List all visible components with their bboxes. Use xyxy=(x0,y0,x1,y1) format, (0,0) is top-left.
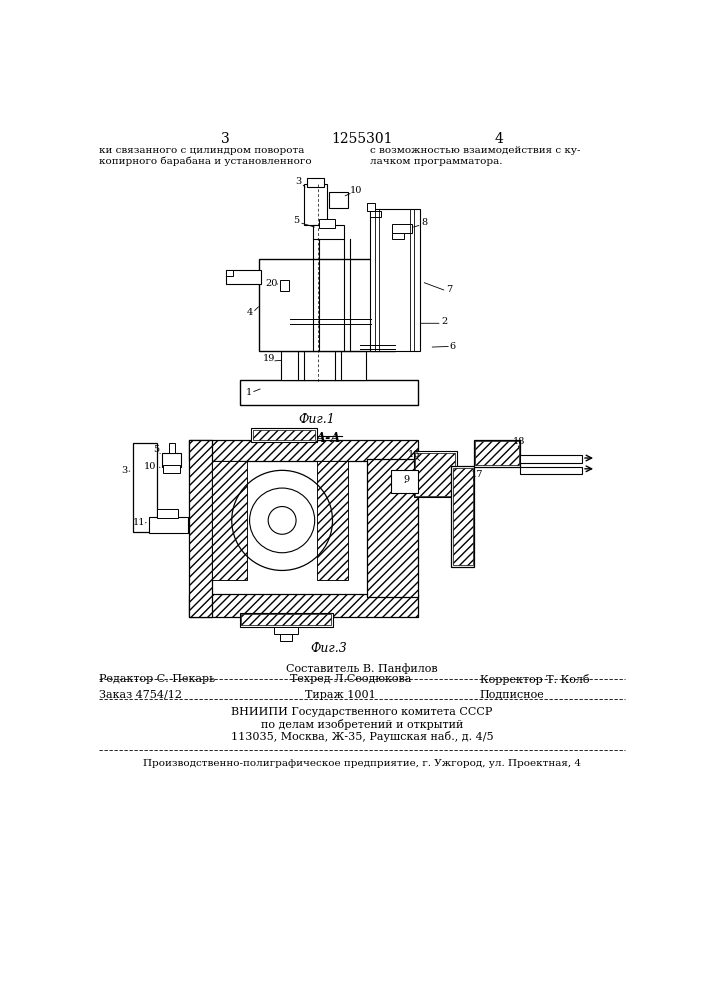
Bar xyxy=(475,441,518,465)
Bar xyxy=(169,443,175,453)
Bar xyxy=(189,594,418,617)
Bar xyxy=(368,203,375,211)
Text: Подписное: Подписное xyxy=(480,690,544,700)
Bar xyxy=(274,627,298,634)
Text: Тираж 1001: Тираж 1001 xyxy=(305,690,376,700)
Text: 6: 6 xyxy=(450,342,456,351)
Bar xyxy=(307,178,324,187)
Bar xyxy=(317,461,348,580)
Bar xyxy=(313,225,344,239)
Text: 1255301: 1255301 xyxy=(331,132,392,146)
Text: 17: 17 xyxy=(471,470,484,479)
Text: Фиг.1: Фиг.1 xyxy=(298,413,335,426)
Text: копирного барабана и установленного: копирного барабана и установленного xyxy=(99,157,312,166)
Text: Фиг.3: Фиг.3 xyxy=(310,642,347,655)
Bar xyxy=(240,613,332,627)
Bar xyxy=(414,451,457,497)
Bar xyxy=(452,468,473,565)
Text: Производственно-полиграфическое предприятие, г. Ужгород, ул. Проектная, 4: Производственно-полиграфическое предприя… xyxy=(143,759,581,768)
Text: А-А: А-А xyxy=(316,432,341,445)
Text: 10: 10 xyxy=(144,462,156,471)
Circle shape xyxy=(268,507,296,534)
Bar xyxy=(368,459,418,597)
Bar xyxy=(132,443,158,532)
Bar xyxy=(212,461,247,580)
Text: 10: 10 xyxy=(349,186,362,195)
Text: ВНИИПИ Государственного комитета СССР: ВНИИПИ Государственного комитета СССР xyxy=(231,707,493,717)
Text: 4: 4 xyxy=(247,308,252,317)
Text: лачком программатора.: лачком программатора. xyxy=(370,157,502,166)
Text: 3: 3 xyxy=(296,177,301,186)
Bar xyxy=(252,430,315,440)
Bar xyxy=(189,440,212,617)
Bar xyxy=(520,466,582,474)
Text: 3: 3 xyxy=(221,132,230,146)
Text: Техред Л.Сеодюкова: Техред Л.Сеодюкова xyxy=(290,674,411,684)
Text: Редактор С. Пекарь: Редактор С. Пекарь xyxy=(99,674,216,684)
Bar xyxy=(317,461,348,580)
Text: 1: 1 xyxy=(245,388,252,397)
Text: 2: 2 xyxy=(442,317,448,326)
Bar xyxy=(226,270,233,276)
Bar xyxy=(162,453,182,466)
Bar xyxy=(189,440,418,461)
Bar xyxy=(368,459,418,597)
Bar xyxy=(304,184,327,225)
Text: 11: 11 xyxy=(132,518,145,527)
Text: с возможностью взаимодействия с ку-: с возможностью взаимодействия с ку- xyxy=(370,146,580,155)
Text: 7: 7 xyxy=(445,285,452,294)
Text: 16: 16 xyxy=(408,450,420,459)
Text: ки связанного с цилиндром поворота: ки связанного с цилиндром поворота xyxy=(99,146,305,155)
Bar xyxy=(451,466,474,567)
Bar xyxy=(189,440,212,617)
Text: 113035, Москва, Ж-35, Раушская наб., д. 4/5: 113035, Москва, Ж-35, Раушская наб., д. … xyxy=(230,731,493,742)
Bar xyxy=(329,192,348,208)
Bar xyxy=(259,259,395,351)
Text: 5: 5 xyxy=(153,445,159,454)
Bar xyxy=(392,233,404,239)
Text: 4: 4 xyxy=(495,132,503,146)
Bar xyxy=(226,270,261,284)
Text: 9: 9 xyxy=(403,475,409,484)
Bar xyxy=(156,509,178,518)
Bar xyxy=(163,465,180,473)
Text: Заказ 4754/12: Заказ 4754/12 xyxy=(99,690,182,700)
Bar xyxy=(474,440,520,466)
Text: по делам изобретений и открытий: по делам изобретений и открытий xyxy=(261,719,463,730)
Text: 18: 18 xyxy=(513,437,525,446)
Bar xyxy=(392,224,411,233)
Text: 19: 19 xyxy=(263,354,275,363)
Bar xyxy=(520,455,582,463)
Text: Составитель В. Панфилов: Составитель В. Панфилов xyxy=(286,664,438,674)
Bar xyxy=(281,351,366,380)
Bar xyxy=(251,428,317,442)
Bar xyxy=(280,280,289,291)
Text: 8: 8 xyxy=(421,218,427,227)
Text: 5: 5 xyxy=(293,216,299,225)
Bar xyxy=(189,594,418,617)
Bar xyxy=(240,380,418,405)
Bar xyxy=(391,470,418,493)
Circle shape xyxy=(250,488,315,553)
Bar xyxy=(416,453,455,496)
Bar xyxy=(280,634,292,641)
Bar xyxy=(370,211,381,217)
Bar xyxy=(370,209,420,351)
Bar xyxy=(320,219,335,228)
Bar xyxy=(212,461,247,580)
Text: 3: 3 xyxy=(121,466,127,475)
Bar xyxy=(189,440,418,461)
Bar xyxy=(149,517,187,533)
Bar xyxy=(241,614,331,625)
Text: Корректор Т. Колб: Корректор Т. Колб xyxy=(480,674,590,685)
Text: 20: 20 xyxy=(265,279,277,288)
